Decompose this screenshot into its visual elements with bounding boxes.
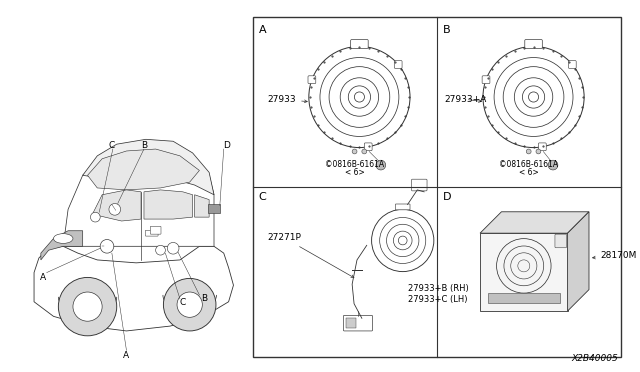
Bar xyxy=(488,294,560,303)
Polygon shape xyxy=(480,212,589,233)
Text: 28170M: 28170M xyxy=(593,251,637,260)
Text: 27933+A: 27933+A xyxy=(445,95,487,104)
FancyBboxPatch shape xyxy=(396,204,410,210)
Circle shape xyxy=(58,278,116,336)
FancyBboxPatch shape xyxy=(555,234,566,248)
Text: C: C xyxy=(180,298,186,307)
Text: ©0816B-6161A: ©0816B-6161A xyxy=(499,160,558,169)
Text: 27933: 27933 xyxy=(268,95,307,104)
Text: D: D xyxy=(443,192,451,202)
Circle shape xyxy=(177,292,202,317)
Text: 27271P: 27271P xyxy=(268,234,354,278)
FancyBboxPatch shape xyxy=(482,76,490,84)
Polygon shape xyxy=(92,190,141,221)
Text: A: A xyxy=(259,25,266,35)
Text: < 6>: < 6> xyxy=(519,167,538,177)
FancyBboxPatch shape xyxy=(538,143,546,151)
Text: < 6>: < 6> xyxy=(345,167,364,177)
Circle shape xyxy=(167,243,179,254)
Circle shape xyxy=(73,292,102,321)
Bar xyxy=(346,318,356,328)
Circle shape xyxy=(362,149,367,154)
FancyBboxPatch shape xyxy=(145,230,158,236)
Text: B: B xyxy=(201,294,207,303)
Text: C: C xyxy=(109,141,115,150)
Polygon shape xyxy=(34,246,234,331)
Circle shape xyxy=(100,240,114,253)
FancyBboxPatch shape xyxy=(525,39,542,48)
Bar xyxy=(480,233,568,311)
Bar xyxy=(253,17,621,357)
Circle shape xyxy=(376,160,386,170)
FancyBboxPatch shape xyxy=(394,61,402,68)
FancyBboxPatch shape xyxy=(568,61,576,68)
Text: A: A xyxy=(124,351,129,360)
Text: A: A xyxy=(40,273,46,282)
FancyBboxPatch shape xyxy=(308,76,316,84)
FancyBboxPatch shape xyxy=(351,39,368,48)
Circle shape xyxy=(352,149,357,154)
Text: B: B xyxy=(443,25,450,35)
Ellipse shape xyxy=(54,234,73,243)
Bar xyxy=(208,205,220,213)
FancyBboxPatch shape xyxy=(412,179,427,191)
Circle shape xyxy=(548,160,558,170)
Text: C: C xyxy=(259,192,266,202)
Circle shape xyxy=(90,212,100,222)
Circle shape xyxy=(163,278,216,331)
Text: ©0816B-6161A: ©0816B-6161A xyxy=(325,160,384,169)
Text: 27933+B (RH)
27933+C (LH): 27933+B (RH) 27933+C (LH) xyxy=(408,284,468,304)
Polygon shape xyxy=(41,231,83,260)
Text: X2B40005: X2B40005 xyxy=(571,354,618,363)
Circle shape xyxy=(536,149,541,154)
Polygon shape xyxy=(63,149,214,246)
Polygon shape xyxy=(88,149,200,190)
Circle shape xyxy=(156,246,165,255)
Text: D: D xyxy=(223,141,230,150)
FancyBboxPatch shape xyxy=(364,143,372,151)
Circle shape xyxy=(526,149,531,154)
FancyBboxPatch shape xyxy=(150,227,161,234)
Text: B: B xyxy=(141,141,147,150)
Polygon shape xyxy=(195,195,209,217)
Polygon shape xyxy=(568,212,589,311)
Polygon shape xyxy=(144,190,193,219)
Circle shape xyxy=(109,203,120,215)
Polygon shape xyxy=(83,139,214,195)
FancyBboxPatch shape xyxy=(344,315,372,331)
